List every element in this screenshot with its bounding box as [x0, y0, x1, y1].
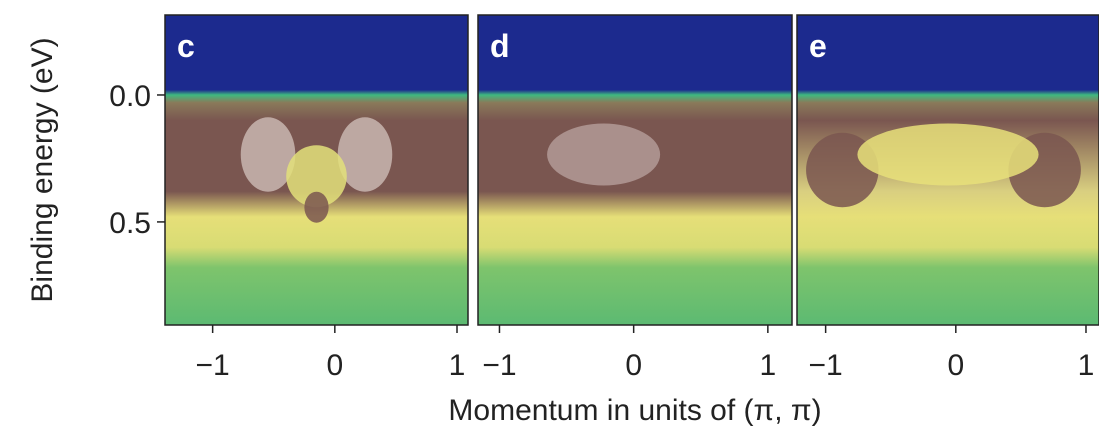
y-tick-label: 0.0	[109, 80, 151, 113]
heatmap	[797, 15, 1099, 325]
x-tick-label: −1	[196, 349, 230, 382]
y-axis-label: Binding energy (eV)	[26, 37, 59, 302]
panel-label: c	[177, 28, 195, 64]
heatmap-feature	[240, 117, 296, 192]
panel-frame	[164, 14, 469, 326]
heatmap-feature	[857, 123, 1039, 186]
heatmap	[165, 15, 468, 325]
heatmap	[478, 15, 792, 325]
x-tick-label: 1	[1078, 349, 1095, 382]
y-tick-label: 0.5	[109, 207, 151, 240]
panel-label: d	[490, 28, 510, 64]
x-tick-label: 0	[947, 349, 964, 382]
heatmap-feature	[286, 145, 347, 208]
x-axis-label: Momentum in units of (π, π)	[448, 394, 821, 427]
x-tick-label: −1	[482, 349, 516, 382]
x-tick-label: 1	[449, 349, 466, 382]
heatmap-feature	[337, 117, 393, 192]
heatmap-feature	[547, 123, 661, 186]
panel-label: e	[809, 28, 827, 64]
heatmap-feature	[304, 191, 329, 223]
panel-frame	[477, 14, 793, 326]
panel-frame	[796, 14, 1099, 326]
x-tick-label: 1	[760, 349, 777, 382]
x-tick-label: 0	[625, 349, 642, 382]
x-tick-label: −1	[809, 349, 843, 382]
x-tick-label: 0	[326, 349, 343, 382]
